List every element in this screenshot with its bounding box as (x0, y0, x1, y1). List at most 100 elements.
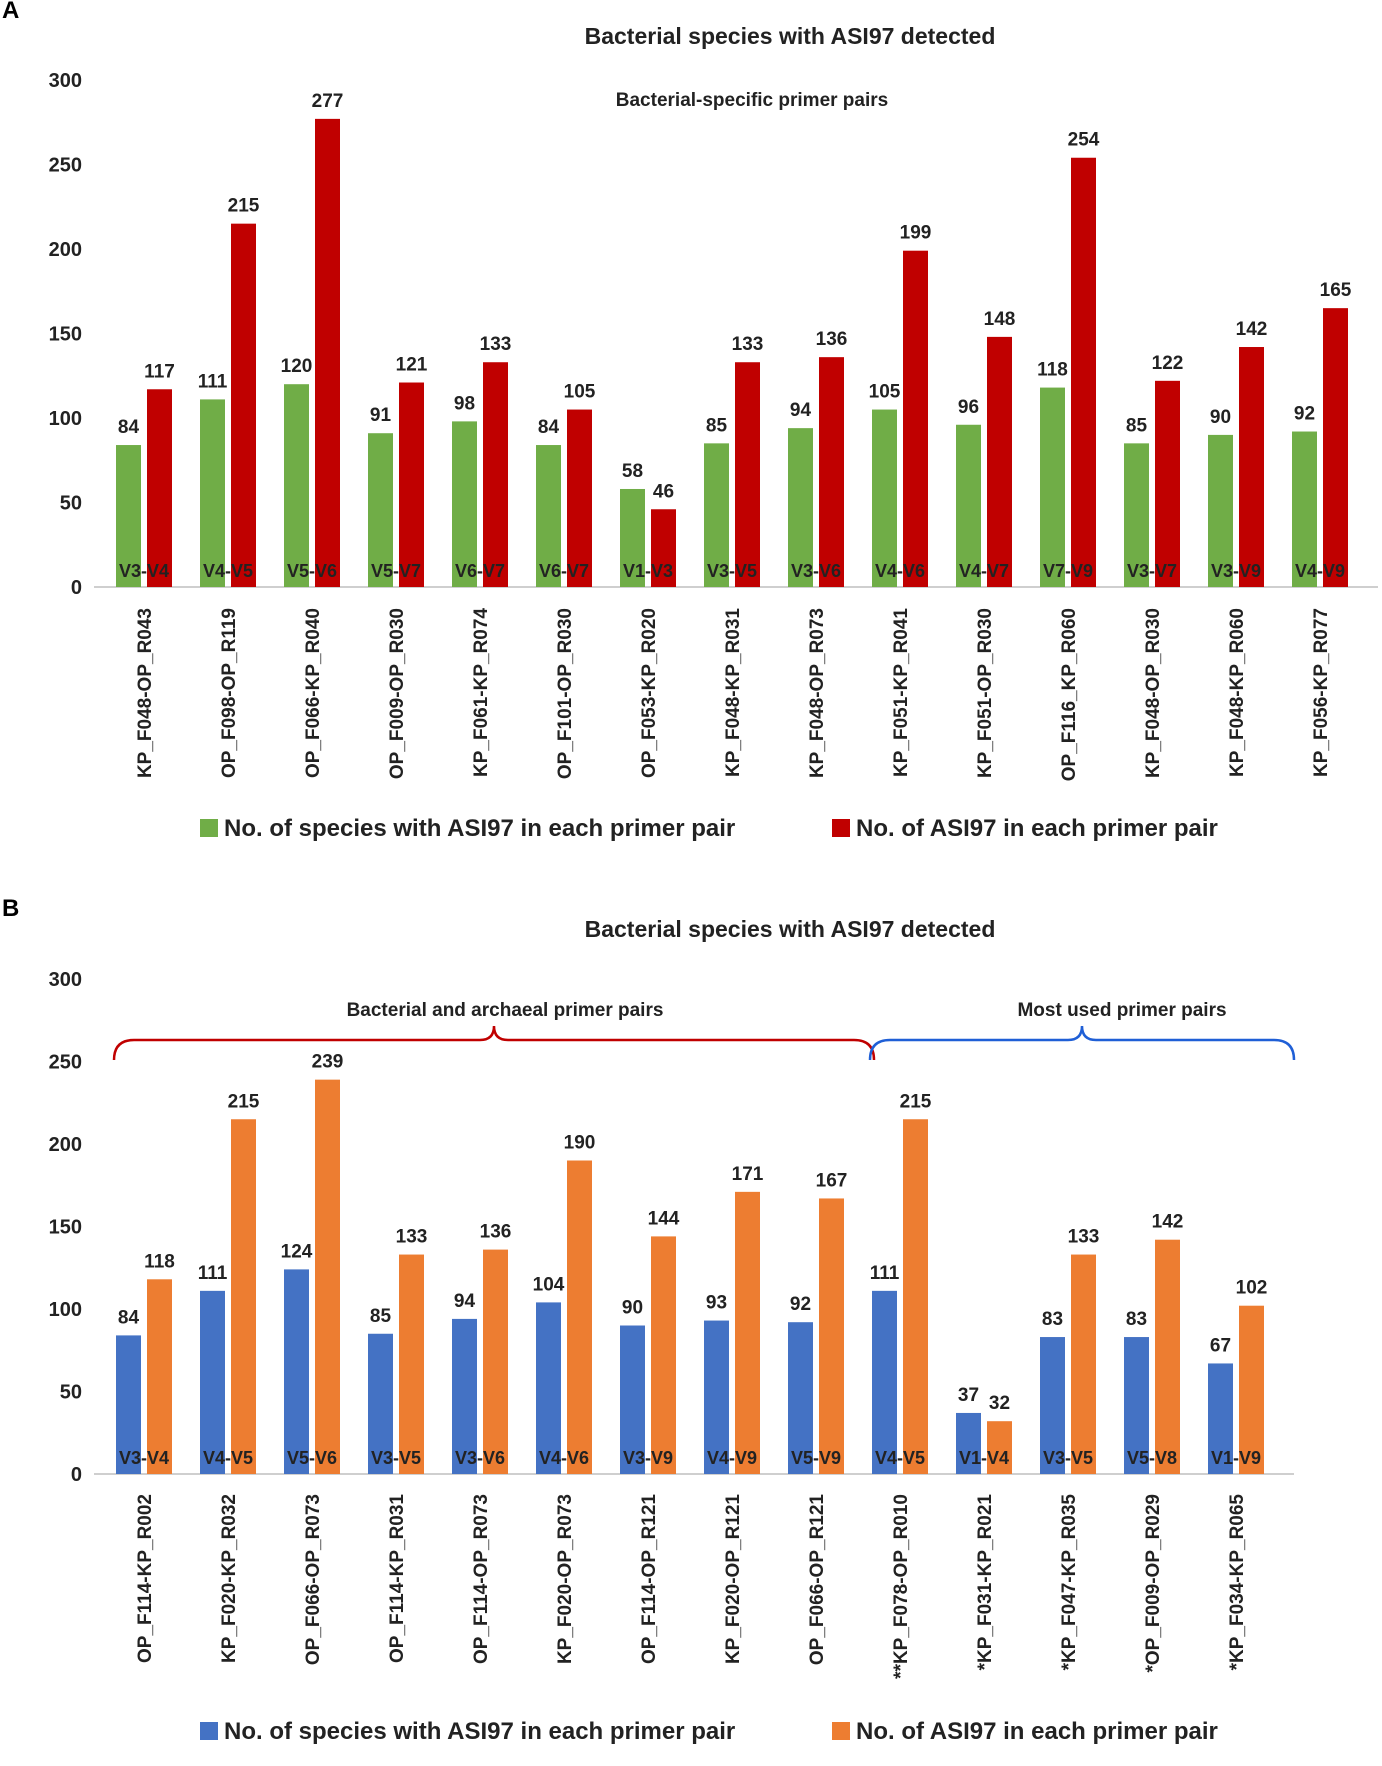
region-label: V6-V7 (455, 561, 505, 581)
data-label: 118 (1037, 360, 1068, 381)
category-label: OP_F053-KP_R020 (639, 608, 660, 778)
region-label: V3-V6 (455, 1448, 505, 1468)
bar-species (620, 1325, 645, 1474)
bar-asi97 (1323, 308, 1348, 587)
bar-asi97 (483, 362, 508, 587)
data-label: 90 (622, 1298, 643, 1319)
data-label: 254 (1068, 130, 1100, 151)
data-label: 171 (732, 1164, 764, 1185)
data-label: 121 (396, 355, 428, 376)
data-label: 83 (1042, 1309, 1063, 1330)
data-label: 111 (870, 1263, 900, 1284)
bar-asi97 (651, 1236, 676, 1474)
bar-species (1292, 431, 1317, 587)
region-label: V3-V5 (707, 561, 757, 581)
bar-species (1040, 387, 1065, 587)
category-label: OP_F101-OP_R030 (555, 608, 576, 779)
y-tick-label: 0 (71, 1464, 82, 1486)
category-label: KP_F048-KP_R031 (723, 608, 744, 777)
region-label: V3-V9 (623, 1448, 673, 1468)
data-label: 136 (480, 1222, 512, 1243)
group-bracket (112, 1025, 876, 1061)
bar-asi97 (1155, 380, 1180, 587)
data-label: 117 (144, 361, 175, 382)
y-tick-label: 100 (49, 1299, 82, 1321)
bar-species (1208, 434, 1233, 587)
bar-asi97 (315, 1079, 340, 1474)
data-label: 122 (1152, 353, 1184, 374)
bar-asi97 (147, 389, 172, 587)
data-label: 102 (1236, 1278, 1268, 1299)
bar-asi97 (1239, 347, 1264, 587)
data-label: 96 (958, 397, 979, 418)
category-label: KP_F048-OP_R030 (1143, 608, 1164, 778)
bar-species (872, 409, 897, 587)
region-label: V3-V7 (1127, 561, 1177, 581)
group-label: Bacterial and archaeal primer pairs (347, 1000, 664, 1021)
category-label: KP_F020-KP_R032 (219, 1494, 240, 1663)
y-tick-label: 150 (49, 1217, 82, 1239)
category-label: OP_F114-KP_R002 (135, 1494, 156, 1663)
bar-species (368, 1333, 393, 1474)
data-label: 84 (538, 417, 560, 438)
y-tick-label: 250 (49, 1052, 82, 1074)
data-label: 83 (1126, 1309, 1147, 1330)
data-label: 91 (370, 405, 392, 426)
data-label: 133 (1068, 1227, 1100, 1248)
data-label: 239 (312, 1052, 344, 1073)
legend-label: No. of ASI97 in each primer pair (856, 815, 1218, 842)
chart-title: Bacterial species with ASI97 detected (585, 23, 996, 49)
bar-species (1208, 1363, 1233, 1474)
data-label: 199 (900, 223, 932, 244)
bar-asi97 (651, 509, 676, 587)
data-label: 58 (622, 461, 643, 482)
data-label: 118 (144, 1251, 175, 1272)
chart-title: Bacterial species with ASI97 detected (585, 916, 996, 942)
bar-species (1124, 1337, 1149, 1474)
bar-asi97 (567, 1160, 592, 1474)
region-label: V4-V7 (959, 561, 1009, 581)
category-label: KP_F056-KP_R077 (1311, 608, 1332, 777)
bar-asi97 (399, 1254, 424, 1474)
y-tick-label: 100 (49, 408, 82, 430)
group-label: Most used primer pairs (1017, 1000, 1226, 1021)
category-label: KP_F020-OP_R073 (555, 1494, 576, 1664)
bar-asi97 (231, 1119, 256, 1474)
y-tick-label: 200 (49, 239, 82, 261)
bar-species (116, 1335, 141, 1474)
category-label: OP_F066-OP_R073 (303, 1494, 324, 1665)
bar-species (200, 399, 225, 587)
bar-species (1124, 443, 1149, 587)
region-label: V6-V7 (539, 561, 589, 581)
category-label: OP_F114-OP_R073 (471, 1494, 492, 1664)
bar-asi97 (315, 118, 340, 588)
data-label: 84 (118, 1307, 140, 1328)
bar-asi97 (1239, 1305, 1264, 1474)
y-tick-label: 200 (49, 1134, 82, 1156)
data-label: 67 (1210, 1335, 1231, 1356)
y-tick-label: 50 (60, 493, 82, 515)
region-label: V3-V9 (1211, 561, 1261, 581)
category-label: *KP_F047-KP_R035 (1059, 1494, 1080, 1671)
region-label: V4-V5 (875, 1448, 925, 1468)
panel-letter: A (2, 0, 19, 24)
data-label: 105 (869, 382, 901, 403)
data-label: 90 (1210, 407, 1231, 428)
category-label: *OP_F009-OP_R029 (1143, 1494, 1164, 1673)
region-label: V5-V6 (287, 1448, 337, 1468)
data-label: 215 (228, 196, 260, 217)
category-label: KP_F061-KP_R074 (471, 608, 492, 777)
region-label: V5-V9 (791, 1448, 841, 1468)
bar-asi97 (903, 1119, 928, 1474)
region-label: V3-V4 (119, 561, 169, 581)
category-label: OP_F066-OP_R121 (807, 1494, 828, 1666)
data-label: 215 (900, 1091, 932, 1112)
data-label: 136 (816, 329, 848, 350)
data-label: 190 (564, 1133, 596, 1154)
panel-b: B Bacterial species with ASI97 detected 0 5… (2, 895, 1296, 1745)
category-label: *KP_F034-KP_R065 (1227, 1494, 1248, 1671)
data-label: 165 (1320, 280, 1352, 301)
region-label: V4-V5 (203, 561, 253, 581)
bar-asi97 (903, 250, 928, 587)
